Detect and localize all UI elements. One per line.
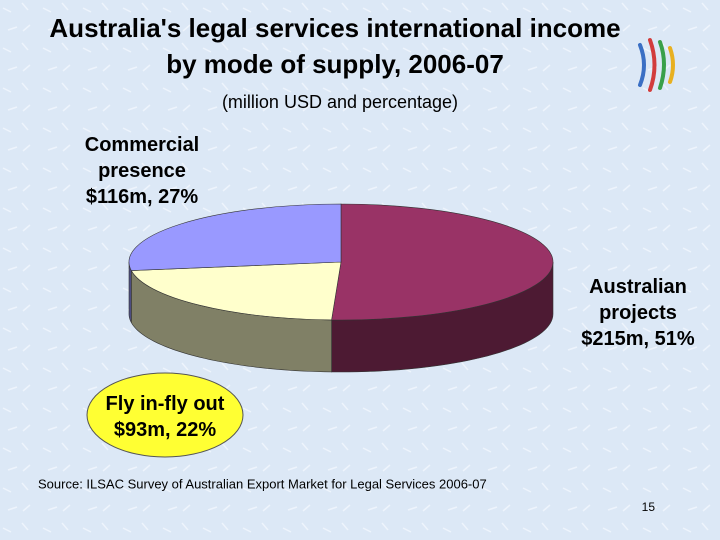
pie	[128, 203, 554, 373]
page-number: 15	[642, 500, 656, 514]
label-highlight	[86, 372, 244, 458]
subtitle: (million USD and percentage)	[222, 92, 458, 112]
category-name: projects	[599, 302, 677, 324]
slice	[128, 203, 342, 271]
value-label: $116m, 27%	[86, 186, 199, 208]
wto-logo	[638, 38, 675, 92]
source: Source: ILSAC Survey of Australian Expor…	[38, 476, 487, 491]
title-line: Australia's legal services international…	[49, 13, 620, 43]
category-name: presence	[98, 160, 186, 182]
value-label: $93m, 22%	[114, 419, 217, 441]
slice-side	[128, 261, 132, 323]
slice	[331, 203, 554, 321]
title-continuation: by mode of supply, 2006-07	[166, 49, 504, 79]
category-name: Fly in-fly out	[106, 393, 225, 415]
slice	[130, 261, 342, 321]
slice-label: Fly in-fly out $93m, 22%	[106, 393, 225, 441]
slice-label: Commercial presence $116m, 27%	[85, 134, 200, 208]
value-label: $215m, 51%	[581, 328, 695, 350]
slice-label: Australian projects $215m, 51%	[581, 276, 695, 350]
category-name: Commercial	[85, 134, 200, 156]
category-name: Australian	[589, 276, 687, 298]
